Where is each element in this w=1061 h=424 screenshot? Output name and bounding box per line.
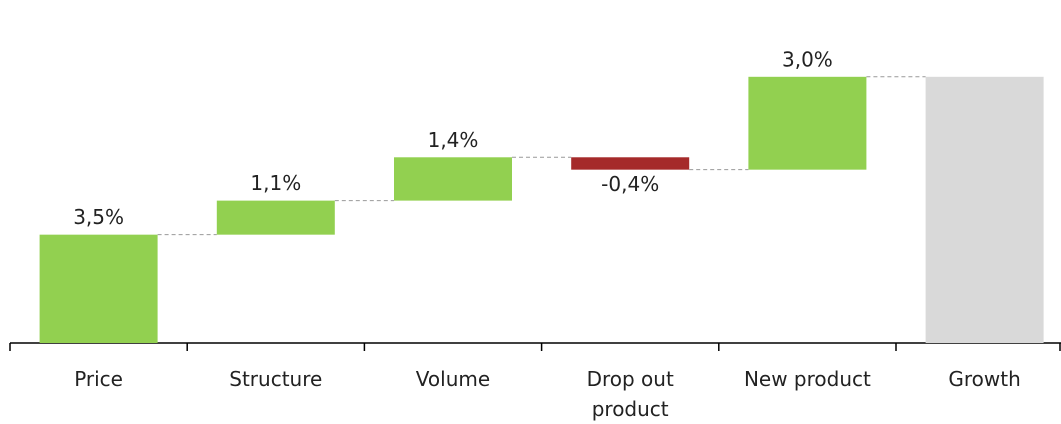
data-label: 1,4% (428, 128, 479, 152)
x-tick-label: Price (74, 367, 123, 391)
x-tick-label: New product (743, 367, 871, 391)
bar (925, 76, 1044, 344)
bar (571, 157, 690, 170)
bar (39, 234, 158, 343)
x-tick-label: Volume (415, 367, 491, 391)
data-label: -0,4% (601, 172, 659, 196)
x-tick-label: Drop out product (586, 367, 674, 421)
x-tick-label: Growth (948, 367, 1021, 391)
data-label: 1,1% (250, 171, 301, 195)
x-tick-label: Structure (229, 367, 323, 391)
bar (748, 76, 867, 170)
bar (394, 157, 512, 201)
data-label: 3,5% (73, 205, 124, 229)
data-label: 3,0% (782, 47, 833, 71)
bar (216, 200, 335, 235)
